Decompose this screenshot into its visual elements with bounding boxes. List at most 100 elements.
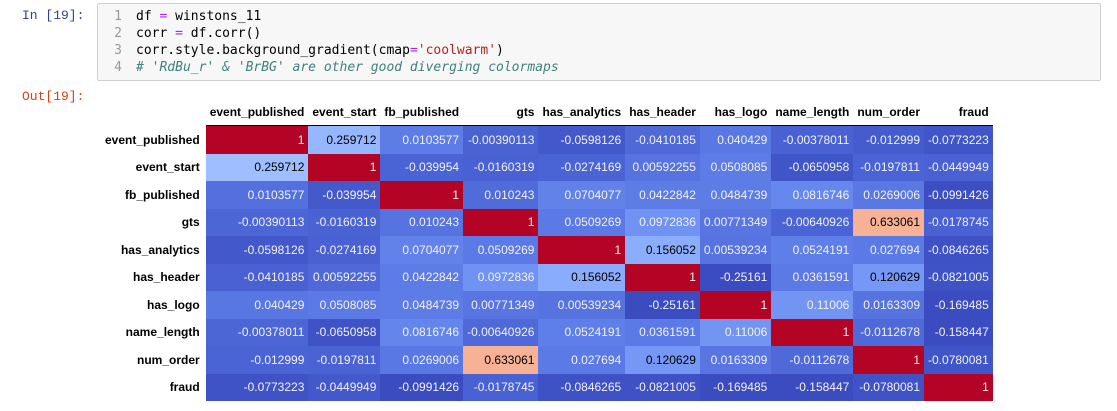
column-header: has_header bbox=[625, 99, 700, 126]
correlation-cell: 0.156052 bbox=[625, 236, 700, 264]
correlation-cell: 0.0269006 bbox=[853, 181, 925, 209]
code-cell-editor[interactable]: 1 df = winstons_11 2 corr = df.corr() 3 corr.… bbox=[97, 3, 1101, 81]
column-header: fb_published bbox=[380, 99, 464, 126]
correlation-cell: -0.0773223 bbox=[205, 373, 309, 401]
correlation-cell: 0.0422842 bbox=[625, 181, 700, 209]
correlation-cell: -0.00640926 bbox=[463, 318, 539, 346]
correlation-cell: 1 bbox=[538, 236, 626, 264]
correlation-table: event_published event_start fb_published gt… bbox=[101, 99, 993, 401]
correlation-cell: 0.0816746 bbox=[380, 318, 464, 346]
correlation-cell: -0.0991426 bbox=[380, 373, 464, 401]
correlation-cell: -0.169485 bbox=[699, 373, 772, 401]
correlation-cell: 0.010243 bbox=[463, 181, 539, 209]
row-header: fraud bbox=[169, 380, 200, 395]
correlation-cell: -0.0410185 bbox=[205, 263, 309, 291]
column-header: name_length bbox=[771, 99, 854, 126]
table-row: has_logo 0.040429 0.0508085 0.0484739 0.0077… bbox=[101, 291, 993, 319]
correlation-cell: 0.040429 bbox=[205, 291, 309, 319]
correlation-cell: 1 bbox=[205, 125, 309, 154]
correlation-cell: -0.0197811 bbox=[308, 346, 381, 374]
correlation-cell: -0.012999 bbox=[205, 346, 309, 374]
table-row: event_start 0.259712 1 -0.039954 -0.0160319-… bbox=[101, 153, 993, 181]
correlation-cell: 0.0508085 bbox=[308, 291, 381, 319]
correlation-cell: 0.027694 bbox=[853, 236, 925, 264]
row-header: has_header bbox=[132, 270, 200, 285]
correlation-cell: -0.158447 bbox=[771, 373, 854, 401]
correlation-cell: 0.0163309 bbox=[853, 291, 925, 319]
line-number: 2 bbox=[114, 26, 122, 41]
code-line: 1 df = winstons_11 bbox=[98, 9, 261, 25]
correlation-cell: 0.00771349 bbox=[699, 208, 772, 236]
correlation-cell: -0.25161 bbox=[699, 263, 772, 291]
code-token: corr.style.background_gradient(cmap bbox=[136, 43, 410, 58]
correlation-cell: -0.0449949 bbox=[924, 153, 993, 181]
correlation-cell: 0.120629 bbox=[853, 263, 925, 291]
code-token: winstons_11 bbox=[167, 9, 262, 24]
correlation-cell: -0.0846265 bbox=[924, 236, 993, 264]
column-header: fraud bbox=[924, 99, 993, 126]
line-number: 4 bbox=[114, 60, 122, 75]
correlation-cell: -0.0197811 bbox=[853, 153, 925, 181]
correlation-cell: 0.259712 bbox=[308, 125, 381, 154]
correlation-cell: 0.0509269 bbox=[538, 208, 626, 236]
code-token: ) bbox=[496, 43, 504, 58]
code-token: df.corr() bbox=[182, 26, 262, 41]
correlation-cell: -0.0178745 bbox=[463, 373, 539, 401]
correlation-cell: -0.0598126 bbox=[538, 125, 626, 154]
column-header: has_logo bbox=[699, 99, 772, 126]
code-token: corr bbox=[136, 26, 176, 41]
correlation-cell: -0.0821005 bbox=[924, 263, 993, 291]
correlation-cell: -0.039954 bbox=[308, 181, 381, 209]
correlation-cell: 0.00592255 bbox=[625, 153, 700, 181]
correlation-cell: 0.633061 bbox=[853, 208, 925, 236]
code-line: 3 corr.style.background_gradient(cmap='co… bbox=[98, 43, 504, 59]
correlation-cell: 0.0361591 bbox=[625, 318, 700, 346]
correlation-cell: 0.0704077 bbox=[380, 236, 464, 264]
table-row: event_published 1 0.259712 0.0103577 -0.0039… bbox=[101, 125, 993, 154]
correlation-cell: 0.120629 bbox=[625, 346, 700, 374]
correlation-cell: 0.00539234 bbox=[538, 291, 626, 319]
correlation-cell: 0.0508085 bbox=[699, 153, 772, 181]
correlation-cell: -0.039954 bbox=[380, 153, 464, 181]
code-token: = bbox=[159, 9, 168, 24]
correlation-cell: 1 bbox=[853, 346, 925, 374]
correlation-cell: -0.00378011 bbox=[205, 318, 309, 346]
correlation-cell: 0.00771349 bbox=[463, 291, 539, 319]
correlation-cell: -0.0650958 bbox=[771, 153, 854, 181]
correlation-cell: -0.0112678 bbox=[853, 318, 925, 346]
corner-header bbox=[101, 99, 206, 126]
correlation-cell: 1 bbox=[463, 208, 539, 236]
correlation-cell: 0.0103577 bbox=[380, 125, 464, 154]
correlation-cell: 0.0422842 bbox=[380, 263, 464, 291]
correlation-cell: -0.0274169 bbox=[308, 236, 381, 264]
row-header: event_published bbox=[105, 132, 200, 147]
code-token: = bbox=[409, 43, 418, 58]
correlation-cell: -0.0178745 bbox=[924, 208, 993, 236]
table-row: gts -0.00390113 -0.0160319 0.010243 1 0.05092… bbox=[101, 208, 993, 236]
correlation-cell: 0.0269006 bbox=[380, 346, 464, 374]
correlation-cell: 0.010243 bbox=[380, 208, 464, 236]
correlation-cell: 0.0484739 bbox=[380, 291, 464, 319]
correlation-cell: 1 bbox=[380, 181, 464, 209]
correlation-cell: -0.0410185 bbox=[625, 125, 700, 154]
row-header: gts bbox=[181, 215, 200, 230]
line-number: 3 bbox=[114, 43, 122, 58]
correlation-cell: -0.0846265 bbox=[538, 373, 626, 401]
table-row: has_analytics -0.0598126 -0.0274169 0.07040… bbox=[101, 236, 993, 264]
correlation-cell: 1 bbox=[771, 318, 854, 346]
correlation-cell: 0.040429 bbox=[699, 125, 772, 154]
correlation-cell: 0.156052 bbox=[538, 263, 626, 291]
correlation-cell: -0.00390113 bbox=[463, 125, 539, 154]
code-token: 'coolwarm' bbox=[417, 43, 497, 58]
correlation-cell: -0.25161 bbox=[625, 291, 700, 319]
correlation-cell: 0.259712 bbox=[205, 153, 309, 181]
input-prompt: In [19]: bbox=[22, 8, 85, 23]
row-header: fb_published bbox=[125, 187, 200, 202]
code-line: 4 # 'RdBu_r' & 'BrBG' are other good dive… bbox=[98, 60, 558, 76]
correlation-cell: 0.11006 bbox=[771, 291, 854, 319]
correlation-cell: 0.0972836 bbox=[463, 263, 539, 291]
code-token: = bbox=[175, 26, 183, 41]
correlation-cell: 0.633061 bbox=[463, 346, 539, 374]
correlation-cell: -0.0780081 bbox=[853, 373, 925, 401]
table-row: fb_published 0.0103577 -0.039954 1 0.010243 0… bbox=[101, 181, 993, 209]
